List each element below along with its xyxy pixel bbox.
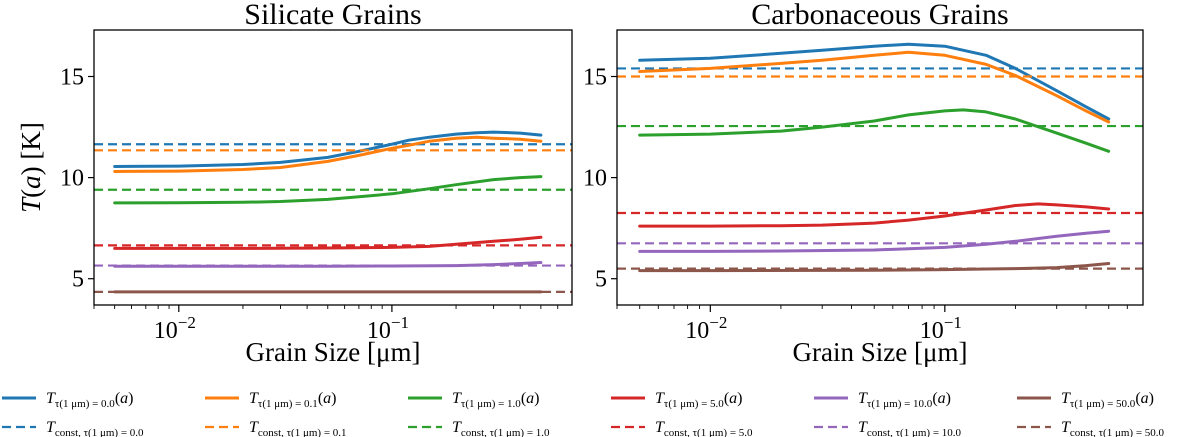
legend-entry: Tτ(1 μm) = 5.0(a) [611, 390, 742, 410]
series-line-tau-5.0 [638, 202, 1111, 228]
x-tick-label: 10−2 [685, 313, 727, 344]
series-line-tau-1.0 [638, 108, 1111, 153]
legend-label: Tconst, τ(1 μm) = 0.1 [249, 419, 347, 437]
legend-entry: Tconst, τ(1 μm) = 1.0 [408, 419, 550, 437]
series-group [94, 130, 572, 294]
legend-entry: Tτ(1 μm) = 0.0(a) [2, 390, 133, 410]
x-tick-label: 10−1 [367, 313, 409, 344]
plot-frame [93, 29, 573, 306]
legend-entry: Tτ(1 μm) = 1.0(a) [408, 390, 539, 410]
series-line-tau-0.1 [113, 135, 543, 173]
legend-label: Tconst, τ(1 μm) = 1.0 [452, 419, 550, 437]
legend-entry: Tconst, τ(1 μm) = 5.0 [611, 419, 753, 437]
legend-label: Tτ(1 μm) = 0.1(a) [249, 390, 336, 410]
x-tick-label: 10−2 [154, 313, 196, 344]
legend-label: Tconst, τ(1 μm) = 10.0 [858, 419, 962, 437]
legend-entry: Tτ(1 μm) = 0.1(a) [205, 390, 336, 410]
series-line-tau-50.0 [638, 262, 1111, 273]
legend-label: Tτ(1 μm) = 50.0(a) [1061, 390, 1154, 410]
legend-entry: Tconst, τ(1 μm) = 50.0 [1017, 419, 1165, 437]
legend-label: Tτ(1 μm) = 1.0(a) [452, 390, 539, 410]
panel-title: Silicate Grains [244, 0, 421, 31]
x-axis-label: Grain Size [μm] [246, 337, 421, 367]
y-tick-label: 5 [72, 267, 84, 293]
legend-label: Tconst, τ(1 μm) = 0.0 [46, 419, 144, 437]
legend-label: Tτ(1 μm) = 0.0(a) [46, 390, 133, 410]
x-axis-label: Grain Size [μm] [793, 337, 968, 367]
y-axis-label: T(a) [K] [16, 122, 46, 213]
y-tick-label: 10 [60, 166, 84, 192]
series-line-tau-0.0 [638, 42, 1111, 121]
y-tick-label: 5 [595, 267, 607, 293]
legend-label: Tτ(1 μm) = 5.0(a) [655, 390, 742, 410]
series-line-tau-5.0 [113, 235, 543, 250]
series-line-tau-0.1 [638, 50, 1111, 124]
legend-label: Tconst, τ(1 μm) = 5.0 [655, 419, 753, 437]
y-tick-label: 15 [60, 65, 84, 91]
series-group [617, 42, 1143, 273]
series-line-tau-1.0 [113, 175, 543, 205]
panel-title: Carbonaceous Grains [751, 0, 1008, 31]
series-line-tau-10.0 [113, 261, 543, 268]
legend-label: Tconst, τ(1 μm) = 50.0 [1061, 419, 1165, 437]
y-tick-label: 15 [583, 65, 607, 91]
y-tick-label: 10 [583, 166, 607, 192]
legend-label: Tτ(1 μm) = 10.0(a) [858, 390, 951, 410]
series-line-tau-0.0 [113, 130, 543, 168]
x-tick-label: 10−1 [920, 313, 962, 344]
legend-entry: Tτ(1 μm) = 50.0(a) [1017, 390, 1154, 410]
legend-entry: Tconst, τ(1 μm) = 0.1 [205, 419, 347, 437]
plot-frame [616, 29, 1144, 306]
series-line-tau-10.0 [638, 229, 1111, 253]
legend: Tτ(1 μm) = 0.0(a) Tτ(1 μm) = 0.1(a) Tτ(1 μ… [2, 390, 1165, 437]
legend-entry: Tτ(1 μm) = 10.0(a) [814, 390, 951, 410]
legend-entry: Tconst, τ(1 μm) = 10.0 [814, 419, 962, 437]
legend-entry: Tconst, τ(1 μm) = 0.0 [2, 419, 144, 437]
